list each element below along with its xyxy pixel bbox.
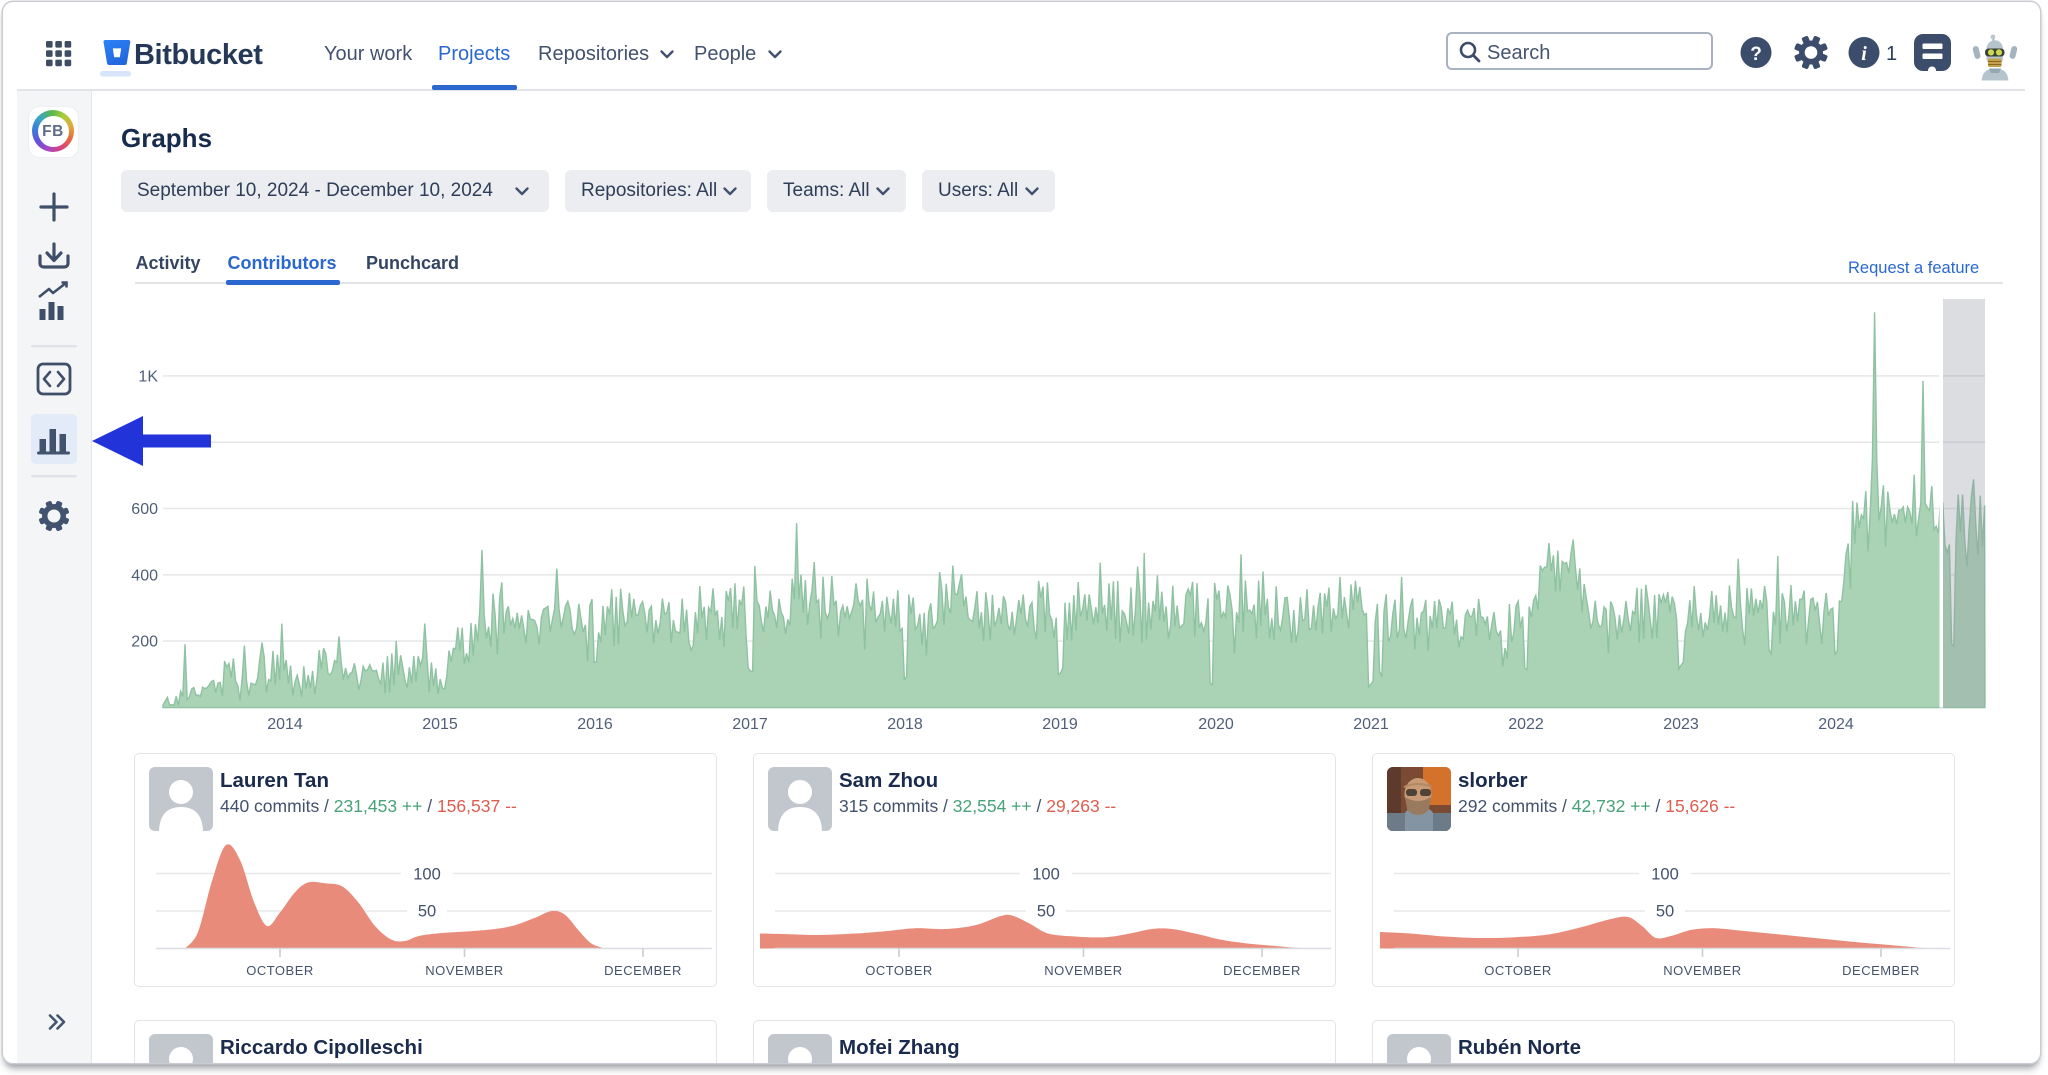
svg-text:50: 50 bbox=[1656, 903, 1674, 921]
svg-text:DECEMBER: DECEMBER bbox=[1223, 963, 1301, 978]
svg-text:DECEMBER: DECEMBER bbox=[1842, 963, 1920, 978]
svg-text:2022: 2022 bbox=[1508, 716, 1544, 733]
svg-text:50: 50 bbox=[418, 903, 436, 921]
svg-text:2021: 2021 bbox=[1353, 716, 1389, 733]
svg-text:2017: 2017 bbox=[732, 716, 768, 733]
svg-text:1: 1 bbox=[1886, 43, 1897, 65]
svg-text:100: 100 bbox=[1032, 866, 1060, 884]
svg-text:?: ? bbox=[1750, 44, 1762, 65]
svg-text:2016: 2016 bbox=[577, 716, 613, 733]
svg-text:50: 50 bbox=[1037, 903, 1055, 921]
svg-text:100: 100 bbox=[1651, 866, 1679, 884]
svg-text:600: 600 bbox=[131, 501, 158, 518]
svg-text:Search: Search bbox=[1487, 42, 1550, 64]
svg-text:2020: 2020 bbox=[1198, 716, 1234, 733]
svg-text:OCTOBER: OCTOBER bbox=[246, 963, 314, 978]
svg-text:2014: 2014 bbox=[267, 716, 303, 733]
svg-text:100: 100 bbox=[413, 866, 441, 884]
svg-text:NOVEMBER: NOVEMBER bbox=[1044, 963, 1122, 978]
svg-text:OCTOBER: OCTOBER bbox=[865, 963, 933, 978]
svg-text:NOVEMBER: NOVEMBER bbox=[425, 963, 503, 978]
svg-text:i: i bbox=[1861, 43, 1867, 65]
svg-text:OCTOBER: OCTOBER bbox=[1484, 963, 1552, 978]
svg-text:DECEMBER: DECEMBER bbox=[604, 963, 682, 978]
svg-text:200: 200 bbox=[131, 634, 158, 651]
svg-text:NOVEMBER: NOVEMBER bbox=[1663, 963, 1741, 978]
svg-text:400: 400 bbox=[131, 567, 158, 584]
svg-text:2024: 2024 bbox=[1818, 716, 1854, 733]
svg-text:2015: 2015 bbox=[422, 716, 458, 733]
svg-text:1K: 1K bbox=[138, 368, 158, 385]
svg-text:2018: 2018 bbox=[887, 716, 923, 733]
svg-text:2019: 2019 bbox=[1042, 716, 1078, 733]
svg-text:2023: 2023 bbox=[1663, 716, 1699, 733]
